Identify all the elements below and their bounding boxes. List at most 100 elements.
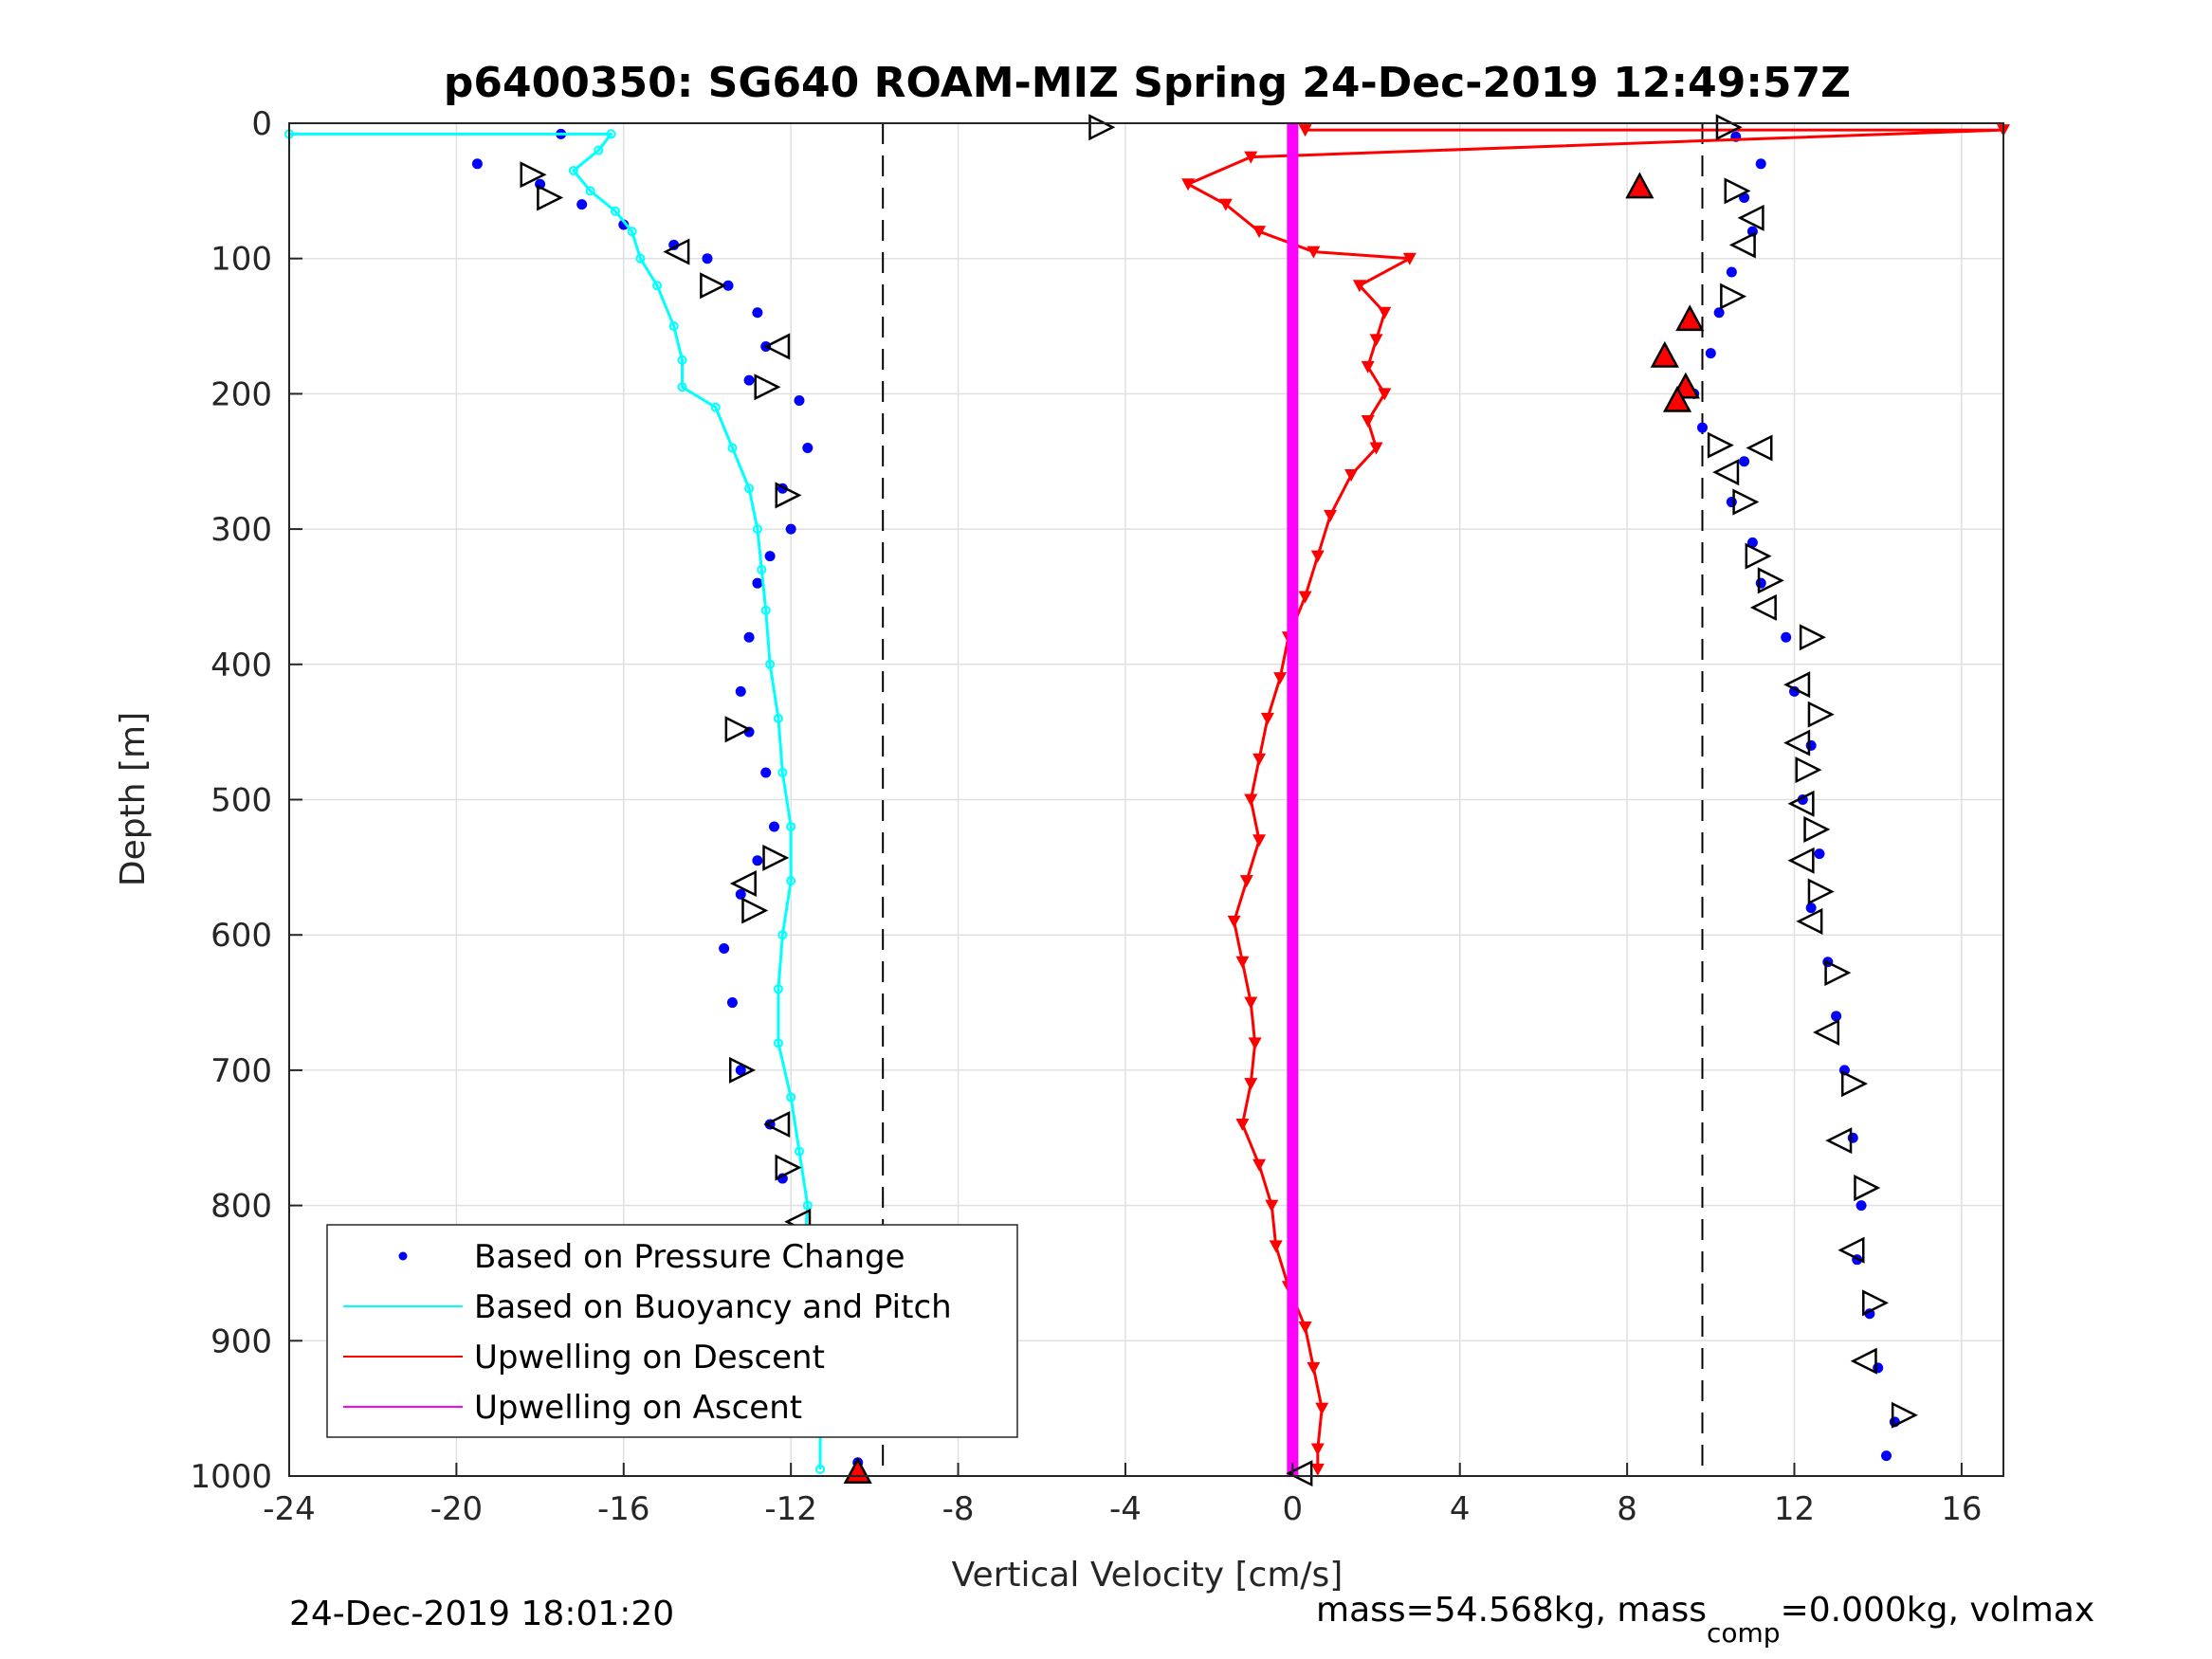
- data-point: [752, 524, 762, 535]
- turn-marker: [1732, 488, 1760, 516]
- data-point: [1361, 414, 1375, 428]
- data-point: [1218, 198, 1233, 211]
- data-point: [1755, 158, 1766, 170]
- data-point: [1307, 246, 1321, 259]
- data-point: [1252, 226, 1267, 239]
- turn-marker: [1675, 304, 1705, 332]
- x-tick-label: -20: [430, 1490, 484, 1528]
- data-point: [1344, 469, 1359, 483]
- turn-marker: [754, 374, 781, 401]
- turn-markers: [520, 114, 1918, 1487]
- y-tick-label: 600: [210, 917, 272, 955]
- data-point: [1831, 1011, 1842, 1022]
- data-point: [1307, 1361, 1321, 1375]
- data-point: [1781, 631, 1792, 643]
- data-point: [785, 523, 796, 535]
- data-point: [1378, 306, 1392, 319]
- footer-mass-prefix: mass=54.568kg, mass: [1316, 1591, 1707, 1630]
- data-point: [1713, 307, 1725, 319]
- y-axis-ticks: 0 100 200 300 400 500 600 700 800 900 1000: [190, 105, 302, 1496]
- data-point: [702, 253, 713, 264]
- y-tick-label: 200: [210, 375, 272, 413]
- data-point: [786, 1092, 796, 1103]
- footer-mass-info: mass=54.568kg, masscomp=0.000kg, volmax: [1316, 1591, 2094, 1649]
- data-point: [1315, 1402, 1329, 1415]
- data-point: [1881, 1450, 1892, 1462]
- turn-marker: [1783, 729, 1811, 757]
- data-point: [794, 395, 805, 407]
- y-tick-label: 500: [210, 782, 272, 820]
- data-point: [1746, 537, 1758, 548]
- data-point: [677, 355, 687, 365]
- x-tick-label: 16: [1941, 1490, 1982, 1528]
- y-tick-label: 400: [210, 647, 272, 684]
- data-point: [1235, 956, 1250, 969]
- data-point: [1361, 360, 1375, 374]
- data-point: [1273, 672, 1288, 685]
- data-point: [1235, 1118, 1250, 1131]
- data-point: [752, 577, 763, 589]
- data-point: [1310, 550, 1325, 563]
- x-tick-label: 0: [1283, 1490, 1304, 1528]
- turn-marker: [1862, 1289, 1890, 1317]
- turn-marker: [1712, 459, 1740, 486]
- turn-marker: [1746, 434, 1773, 462]
- chart-title: p6400350: SG640 ROAM-MIZ Spring 24-Dec-2…: [444, 59, 1851, 107]
- x-tick-label: -24: [263, 1490, 316, 1528]
- data-point: [1755, 577, 1766, 589]
- turn-marker: [1803, 815, 1831, 843]
- data-point: [1252, 834, 1267, 848]
- turn-marker: [729, 1056, 757, 1084]
- data-point: [1260, 712, 1274, 725]
- data-point: [1324, 509, 1338, 522]
- data-point: [1402, 252, 1417, 265]
- data-point: [594, 145, 604, 155]
- turn-marker: [1850, 1347, 1877, 1375]
- data-point: [1310, 1463, 1325, 1476]
- data-point: [627, 227, 637, 237]
- turn-marker: [763, 1110, 791, 1139]
- legend-label-descent: Upwelling on Descent: [474, 1339, 825, 1376]
- data-point: [1298, 124, 1312, 137]
- data-point: [1269, 1240, 1283, 1253]
- turn-marker: [1728, 231, 1756, 259]
- data-point: [471, 158, 483, 170]
- turn-marker: [1840, 1070, 1869, 1098]
- data-point: [1696, 422, 1708, 433]
- data-point: [786, 876, 796, 886]
- turn-marker: [1799, 624, 1826, 651]
- data-point: [1252, 753, 1267, 766]
- data-point: [752, 307, 763, 319]
- data-point: [722, 280, 734, 291]
- data-point: [677, 382, 687, 392]
- data-point: [1726, 497, 1737, 508]
- legend-label-pressure: Based on Pressure Change: [474, 1238, 905, 1276]
- data-point: [1252, 1158, 1267, 1172]
- turn-marker: [1795, 757, 1822, 784]
- series-line: [289, 132, 822, 1469]
- turn-marker: [741, 897, 769, 924]
- turn-marker: [1749, 593, 1777, 621]
- turn-marker: [1824, 959, 1852, 987]
- x-tick-label: 4: [1450, 1490, 1471, 1528]
- turn-marker: [1783, 671, 1811, 699]
- data-point: [1244, 793, 1258, 807]
- legend: Based on Pressure Change Based on Buoyan…: [326, 1224, 1018, 1438]
- turn-marker: [663, 238, 690, 265]
- turn-marker: [1825, 1127, 1853, 1155]
- data-point: [710, 402, 721, 412]
- data-point: [786, 822, 796, 832]
- data-point: [735, 1065, 746, 1076]
- x-axis-ticks: -24 -20 -16 -12 -8 -4 0 4 8 12 16: [263, 1463, 1983, 1528]
- y-tick-label: 300: [210, 511, 272, 549]
- turn-marker: [1807, 701, 1835, 728]
- data-point: [773, 1038, 783, 1048]
- turn-marker: [1854, 1175, 1881, 1202]
- turn-marker: [1707, 431, 1734, 459]
- data-point: [668, 321, 679, 332]
- turn-marker: [1650, 340, 1679, 368]
- data-point: [1248, 1037, 1262, 1050]
- footer-timestamp: 24-Dec-2019 18:01:20: [289, 1595, 674, 1633]
- y-tick-label: 1000: [190, 1458, 272, 1496]
- turn-marker: [1812, 1018, 1840, 1046]
